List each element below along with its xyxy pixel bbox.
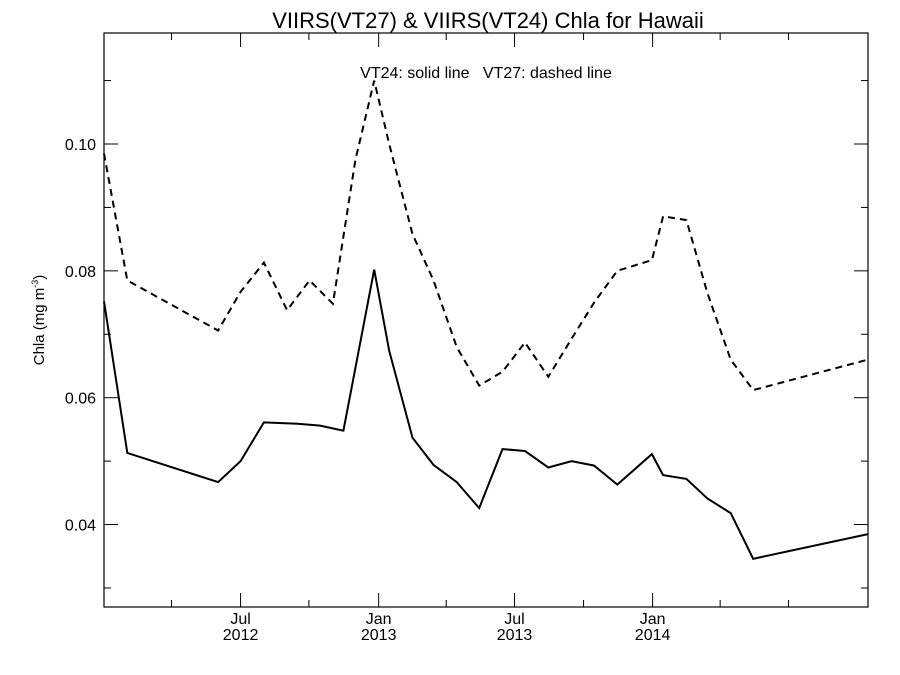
series-line-vt27 bbox=[103, 80, 869, 392]
x-tick-label-month: Jul bbox=[504, 611, 524, 628]
y-axis-label: Chla (mg m-3) bbox=[30, 275, 48, 366]
x-tick-label-year: 2013 bbox=[361, 627, 397, 644]
y-tick-label: 0.10 bbox=[65, 137, 96, 154]
x-tick-label-month: Jul bbox=[230, 611, 250, 628]
y-axis-label-end: ) bbox=[31, 275, 48, 280]
y-axis-label-main: Chla (mg m bbox=[31, 288, 48, 366]
x-tick-label-year: 2013 bbox=[497, 627, 533, 644]
series-annotation: VT24: solid line VT27: dashed line bbox=[360, 65, 612, 82]
series-line-vt24 bbox=[103, 269, 869, 560]
x-tick-label-month: Jan bbox=[640, 611, 666, 628]
axis-ticks bbox=[104, 33, 868, 607]
y-axis-label-superscript: -3 bbox=[30, 280, 40, 288]
x-tick-label-year: 2012 bbox=[223, 627, 259, 644]
plot-frame bbox=[103, 32, 869, 608]
x-tick-label-month: Jan bbox=[366, 611, 392, 628]
y-tick-label: 0.04 bbox=[65, 518, 96, 535]
tick-labels: 0.040.060.080.10Jul2012Jan2013Jul2013Jan… bbox=[65, 137, 671, 644]
x-tick-label-year: 2014 bbox=[635, 627, 671, 644]
y-tick-label: 0.08 bbox=[65, 264, 96, 281]
series-layer bbox=[103, 80, 869, 560]
y-tick-label: 0.06 bbox=[65, 391, 96, 408]
chart-title: VIIRS(VT27) & VIIRS(VT24) Chla for Hawai… bbox=[272, 8, 704, 33]
